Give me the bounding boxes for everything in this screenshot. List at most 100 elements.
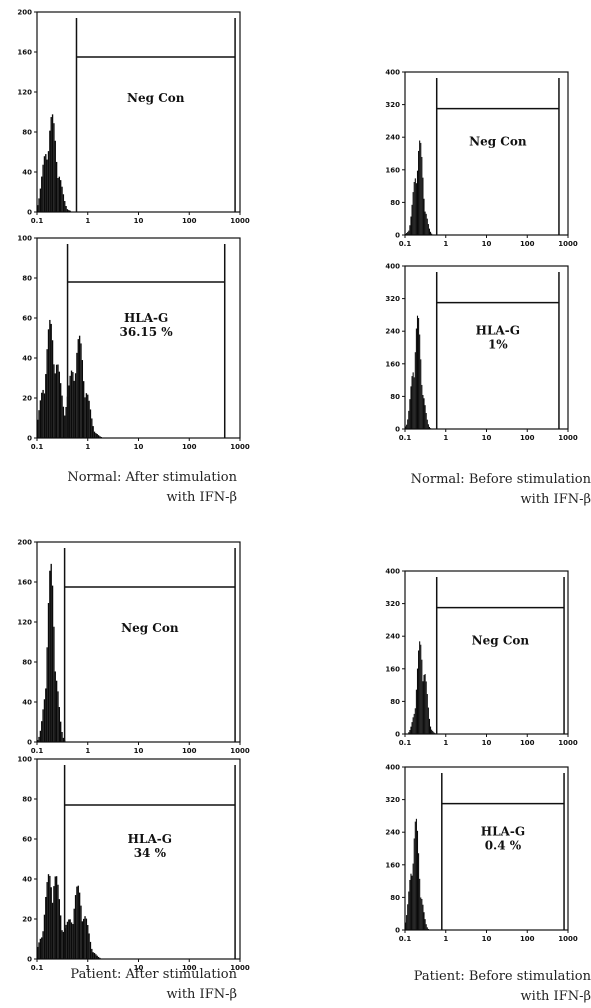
gate-label: Neg Con (472, 633, 530, 647)
histogram-bar (428, 426, 430, 429)
x-tick-label: 1 (85, 964, 90, 972)
histogram-bar (415, 328, 417, 429)
histogram-bar (421, 659, 423, 734)
histogram-bar (425, 924, 427, 930)
histogram-bar (42, 931, 44, 959)
histogram-bar (422, 681, 424, 734)
y-tick-label: 60 (22, 315, 32, 323)
histogram-bar (78, 892, 81, 959)
histogram-bar (57, 691, 59, 742)
x-tick-label: 100 (182, 443, 197, 451)
histogram-bar (47, 329, 50, 438)
y-tick-label: 40 (22, 699, 32, 707)
y-tick-label: 0 (395, 731, 400, 739)
histogram-bar (38, 410, 40, 438)
y-tick-label: 160 (17, 579, 32, 587)
histogram-bar (58, 707, 61, 742)
histogram-bar (70, 922, 73, 959)
histogram-bar (76, 352, 78, 438)
y-tick-label: 80 (22, 796, 32, 804)
histogram-bar (99, 957, 101, 959)
caption-line: Patient: After stimulation (70, 967, 237, 982)
y-tick-label: 400 (385, 568, 400, 576)
x-tick-label: 1 (85, 443, 90, 451)
y-tick-label: 0 (395, 426, 400, 434)
y-tick-label: 20 (22, 395, 32, 403)
histogram-bar (42, 709, 44, 742)
y-tick-label: 320 (385, 796, 400, 804)
histogram-bar (81, 921, 84, 959)
plot-frame (404, 570, 569, 735)
x-tick-label: 1 (443, 434, 448, 442)
histogram-bar (415, 818, 417, 930)
y-tick-label: 80 (390, 698, 400, 706)
histogram-bar (89, 409, 92, 438)
x-tick-label: 0.1 (31, 747, 44, 755)
gate-label: HLA-G (124, 311, 168, 325)
histogram-bar (429, 726, 432, 734)
histogram-bar (43, 393, 46, 438)
histogram-bar (84, 397, 86, 438)
histogram-bar (50, 887, 52, 959)
histogram-bar (409, 399, 411, 429)
caption-normal-after: Normal: After stimulation with IFN-β (10, 468, 237, 508)
histogram-bar (46, 882, 48, 959)
histogram-bar (60, 915, 62, 959)
histogram-bar (419, 334, 421, 429)
histogram-bar (429, 428, 432, 429)
histogram-bar (426, 927, 428, 930)
histogram-bar (61, 395, 63, 438)
x-tick-label: 0.1 (399, 240, 412, 248)
caption-line: Normal: After stimulation (67, 470, 237, 485)
y-tick-label: 160 (385, 665, 400, 673)
histogram-bar (58, 176, 61, 212)
histogram-bar (46, 159, 48, 212)
histogram-bar (409, 730, 411, 734)
histogram-bar (76, 886, 78, 959)
histogram-bar (413, 377, 415, 429)
histogram-bar (420, 644, 422, 734)
histogram-bar (427, 424, 429, 429)
y-tick-label: 0 (395, 927, 400, 935)
histogram-bar (427, 707, 429, 734)
caption-line: with IFN-β (520, 989, 591, 1004)
histogram-bar (99, 436, 101, 438)
histogram-bar (54, 140, 56, 212)
histogram-bar (55, 364, 58, 438)
caption-line: with IFN-β (166, 490, 237, 505)
histogram-bar (420, 359, 422, 429)
histogram-bar (428, 718, 430, 734)
histogram-bar (39, 730, 42, 742)
histogram-bar (55, 161, 58, 212)
y-tick-label: 240 (385, 134, 400, 142)
histogram-bar (62, 406, 65, 438)
x-tick-label: 10 (482, 240, 492, 248)
histogram-bar (42, 389, 44, 438)
histogram-bar (406, 915, 408, 930)
histogram-bar (422, 394, 424, 429)
y-tick-label: 200 (17, 539, 32, 547)
histogram-bar (41, 937, 43, 959)
histogram-bar (424, 405, 426, 429)
histogram-bar (69, 210, 71, 212)
histogram-bar (425, 213, 427, 235)
histogram-bar (66, 921, 69, 959)
histogram-bar (412, 717, 414, 734)
histogram-bar (80, 905, 82, 959)
x-tick-label: 10 (482, 935, 492, 943)
histogram-bar (426, 419, 428, 429)
histogram-bar (49, 570, 51, 742)
histogram-bar (62, 931, 65, 959)
x-tick-label: 1 (85, 747, 90, 755)
histogram-bar (405, 922, 407, 930)
gate-percentage: 34 % (134, 846, 167, 860)
x-tick-label: 10 (134, 443, 144, 451)
y-tick-label: 80 (390, 894, 400, 902)
histogram-bar (416, 830, 419, 930)
gate-label: Neg Con (469, 134, 527, 148)
histogram-bar (412, 192, 414, 235)
x-tick-label: 100 (182, 747, 197, 755)
histogram-bar (55, 876, 58, 959)
y-tick-label: 0 (27, 435, 32, 443)
histogram-bar (47, 603, 50, 742)
